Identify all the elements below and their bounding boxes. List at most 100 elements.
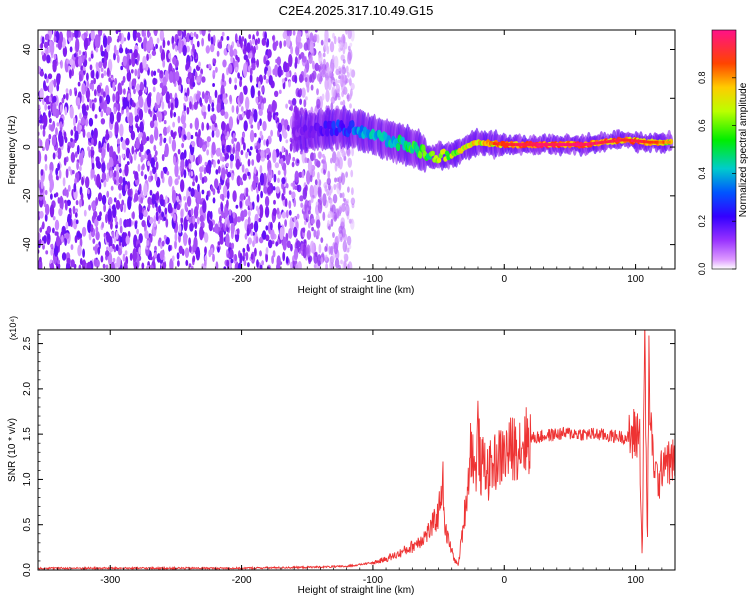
noise-blob	[246, 227, 250, 237]
noise-blob	[116, 38, 120, 43]
noise-blob	[65, 91, 69, 101]
noise-blob	[245, 251, 249, 261]
noise-blob	[314, 30, 318, 33]
noise-blob	[322, 63, 327, 71]
ridge-core	[581, 143, 584, 147]
noise-blob	[211, 113, 217, 122]
noise-blob	[168, 136, 172, 144]
noise-blob	[64, 106, 68, 116]
noise-blob	[114, 215, 118, 223]
noise-blob	[123, 261, 128, 269]
noise-blob	[245, 151, 249, 159]
noise-blob	[75, 200, 79, 206]
noise-blob	[284, 198, 288, 208]
noise-blob	[44, 154, 48, 162]
noise-blob	[246, 148, 250, 153]
noise-blob	[267, 49, 272, 58]
noise-blob	[251, 62, 256, 71]
noise-blob	[38, 119, 42, 124]
noise-blob	[302, 187, 307, 200]
noise-blob	[263, 74, 267, 80]
spectrogram-y-label: Frequency (Hz)	[7, 116, 18, 185]
noise-blob	[106, 162, 110, 171]
noise-blob	[194, 221, 198, 230]
noise-blob	[264, 196, 270, 207]
noise-blob	[303, 99, 307, 108]
noise-blob	[124, 250, 128, 256]
noise-blob	[177, 148, 181, 155]
noise-blob	[326, 188, 329, 196]
noise-blob	[222, 185, 228, 197]
noise-blob	[156, 37, 160, 44]
noise-blob	[326, 177, 331, 186]
noise-blob	[271, 240, 275, 245]
noise-blob	[136, 228, 140, 235]
noise-blob	[190, 208, 194, 216]
noise-blob	[258, 137, 261, 144]
noise-blob	[277, 122, 283, 133]
noise-blob	[103, 70, 107, 77]
noise-blob	[165, 237, 170, 245]
noise-blob	[127, 181, 131, 190]
noise-blob	[201, 30, 206, 37]
noise-blob	[119, 236, 123, 243]
noise-blob	[143, 79, 147, 88]
noise-blob	[122, 97, 127, 109]
noise-blob	[349, 68, 353, 77]
noise-blob	[341, 90, 344, 98]
noise-blob	[87, 146, 90, 152]
noise-blob	[159, 70, 163, 75]
ridge-core	[544, 143, 547, 147]
ridge-core	[524, 143, 527, 147]
noise-blob	[231, 105, 235, 113]
ridge-core	[648, 140, 651, 144]
noise-blob	[51, 134, 57, 147]
noise-blob	[116, 138, 120, 145]
noise-blob	[338, 66, 341, 71]
noise-blob	[294, 74, 298, 84]
noise-blob	[342, 228, 346, 233]
noise-blob	[351, 187, 354, 196]
noise-blob	[167, 40, 170, 46]
noise-blob	[195, 246, 201, 261]
noise-blob	[255, 145, 258, 150]
noise-blob	[259, 165, 263, 174]
noise-blob	[62, 45, 68, 58]
noise-blob	[70, 129, 74, 136]
ridge-core	[502, 143, 506, 146]
noise-blob	[125, 137, 130, 146]
ridge-core	[499, 142, 502, 146]
noise-blob	[238, 35, 242, 45]
noise-blob	[220, 109, 225, 116]
noise-blob	[185, 63, 189, 71]
noise-blob	[41, 240, 44, 247]
noise-blob	[325, 89, 330, 103]
noise-blob	[194, 104, 198, 109]
noise-blob	[70, 259, 75, 268]
noise-blob	[115, 224, 118, 229]
ridge-core	[625, 138, 628, 142]
noise-blob	[102, 91, 106, 98]
noise-blob	[343, 253, 347, 261]
noise-blob	[257, 103, 263, 111]
ridge-core	[522, 143, 525, 147]
spectrogram-ridge	[291, 105, 674, 173]
noise-blob	[328, 210, 333, 219]
noise-blob	[249, 73, 253, 83]
ridge-core	[603, 140, 606, 144]
noise-blob	[73, 182, 77, 193]
noise-blob	[312, 60, 315, 70]
noise-blob	[276, 263, 281, 269]
noise-blob	[65, 88, 69, 94]
noise-blob	[325, 262, 328, 269]
noise-blob	[264, 206, 270, 218]
noise-blob	[281, 120, 285, 126]
noise-blob	[80, 65, 84, 72]
noise-blob	[272, 208, 277, 217]
noise-blob	[279, 40, 282, 49]
noise-blob	[345, 200, 349, 207]
noise-blob	[125, 235, 130, 245]
ridge-core	[611, 139, 614, 143]
noise-blob	[279, 133, 282, 142]
